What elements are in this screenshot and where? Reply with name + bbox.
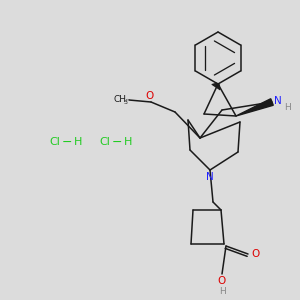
Text: −: − bbox=[112, 136, 122, 148]
Text: N: N bbox=[206, 172, 214, 182]
Text: Cl: Cl bbox=[100, 137, 110, 147]
Text: O: O bbox=[217, 276, 225, 286]
Text: H: H bbox=[124, 137, 132, 147]
Text: H: H bbox=[74, 137, 82, 147]
Text: O: O bbox=[251, 249, 259, 259]
Text: O: O bbox=[146, 91, 154, 101]
Text: Cl: Cl bbox=[50, 137, 60, 147]
Text: H: H bbox=[220, 287, 226, 296]
Text: CH: CH bbox=[114, 94, 127, 103]
Text: H: H bbox=[284, 103, 291, 112]
Text: −: − bbox=[62, 136, 72, 148]
Text: methyl: methyl bbox=[126, 99, 131, 100]
Text: N: N bbox=[274, 96, 282, 106]
Text: 3: 3 bbox=[124, 100, 128, 106]
Polygon shape bbox=[236, 99, 273, 116]
